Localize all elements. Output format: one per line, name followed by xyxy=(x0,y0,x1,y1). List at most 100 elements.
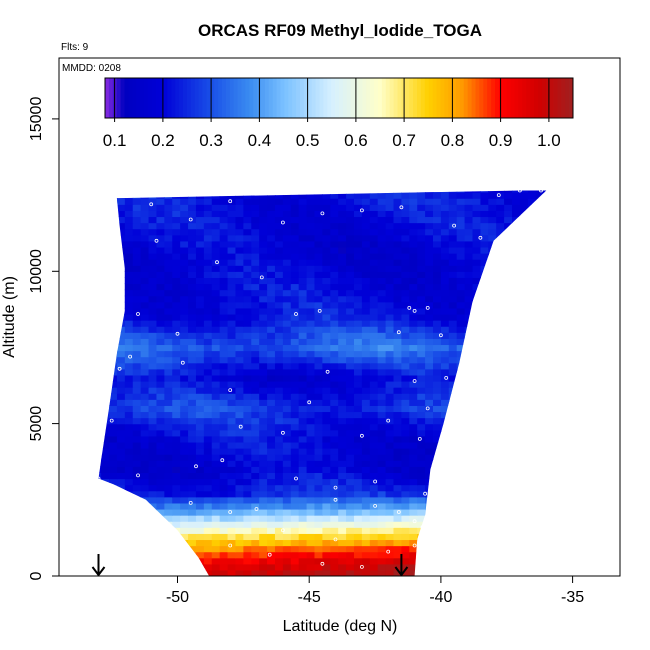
heatmap-cell xyxy=(267,411,276,419)
heatmap-cell xyxy=(219,283,229,291)
heatmap-cell xyxy=(124,380,134,388)
heatmap-cell xyxy=(543,253,547,260)
heatmap-cell xyxy=(101,441,110,449)
heatmap-cell xyxy=(314,271,323,278)
heatmap-cell xyxy=(543,423,547,431)
heatmap-cell xyxy=(377,490,387,498)
heatmap-cell xyxy=(330,313,339,321)
heatmap-cell xyxy=(282,283,292,291)
heatmap-cell xyxy=(156,435,165,443)
heatmap-cell xyxy=(314,399,323,406)
heatmap-cell xyxy=(330,557,339,565)
heatmap-cell xyxy=(527,454,537,461)
heatmap-cell xyxy=(124,387,134,394)
heatmap-cell xyxy=(219,356,229,364)
heatmap-cell xyxy=(306,344,316,352)
heatmap-cell xyxy=(98,204,102,211)
heatmap-cell xyxy=(314,222,323,230)
heatmap-cell xyxy=(227,234,237,242)
heatmap-cell xyxy=(322,198,331,205)
heatmap-cell xyxy=(393,387,402,394)
heatmap-cell xyxy=(504,190,513,193)
heatmap-cell xyxy=(519,490,529,498)
heatmap-cell xyxy=(306,283,316,291)
heatmap-cell xyxy=(504,204,513,211)
heatmap-cell xyxy=(488,271,497,278)
heatmap-cell xyxy=(353,557,363,565)
heatmap-cell xyxy=(180,320,189,327)
heatmap-cell xyxy=(543,234,547,242)
heatmap-cell xyxy=(535,289,545,297)
heatmap-cell xyxy=(156,332,165,339)
heatmap-cell xyxy=(369,508,379,516)
heatmap-cell xyxy=(552,527,561,534)
heatmap-cell xyxy=(472,527,482,534)
heatmap-cell xyxy=(140,234,150,242)
heatmap-cell xyxy=(188,563,197,571)
heatmap-cell xyxy=(338,283,347,291)
heatmap-cell xyxy=(440,289,450,297)
heatmap-cell xyxy=(456,228,466,236)
heatmap-cell xyxy=(219,454,229,461)
heatmap-cell xyxy=(172,222,181,230)
heatmap-cell xyxy=(109,246,118,254)
heatmap-cell xyxy=(298,198,308,205)
colorbar-segment xyxy=(381,78,387,118)
colorbar-segment xyxy=(436,78,441,118)
heatmap-cell xyxy=(235,240,244,248)
heatmap-cell xyxy=(314,228,323,236)
heatmap-cell xyxy=(552,454,561,461)
heatmap-cell xyxy=(330,192,339,199)
heatmap-cell xyxy=(219,478,229,486)
heatmap-cell xyxy=(282,521,292,528)
heatmap-cell xyxy=(369,356,379,364)
heatmap-cell xyxy=(322,539,331,547)
heatmap-cell xyxy=(480,190,489,193)
heatmap-cell xyxy=(433,338,442,346)
heatmap-cell xyxy=(306,490,316,498)
heatmap-cell xyxy=(369,374,379,382)
heatmap-cell xyxy=(527,521,537,528)
heatmap-cell xyxy=(488,441,497,449)
heatmap-cell xyxy=(496,472,505,480)
heatmap-cell xyxy=(464,545,474,553)
heatmap-cell xyxy=(409,393,418,400)
heatmap-cell xyxy=(98,472,102,480)
heatmap-cell xyxy=(353,417,363,425)
heatmap-cell xyxy=(464,435,474,443)
heatmap-cell xyxy=(417,460,426,467)
heatmap-cell xyxy=(409,417,418,425)
heatmap-cell xyxy=(409,441,418,449)
heatmap-cell xyxy=(267,441,276,449)
heatmap-cell xyxy=(140,338,150,346)
heatmap-cell xyxy=(98,545,102,553)
heatmap-cell xyxy=(211,423,221,431)
heatmap-cell xyxy=(480,350,489,358)
heatmap-cell xyxy=(243,380,252,388)
heatmap-cell xyxy=(322,435,331,443)
heatmap-cell xyxy=(448,307,458,315)
heatmap-cell xyxy=(243,190,252,193)
heatmap-cell xyxy=(243,508,252,516)
colorbar-segment xyxy=(183,78,188,118)
heatmap-cell xyxy=(227,289,237,297)
heatmap-cell xyxy=(298,190,308,193)
heatmap-cell xyxy=(361,216,371,224)
heatmap-cell xyxy=(353,472,363,480)
heatmap-cell xyxy=(488,411,497,419)
heatmap-cell xyxy=(433,350,442,358)
heatmap-cell xyxy=(330,326,339,333)
heatmap-cell xyxy=(282,320,292,327)
heatmap-cell xyxy=(361,313,371,321)
heatmap-cell xyxy=(393,338,402,346)
heatmap-cell xyxy=(148,405,158,413)
heatmap-cell xyxy=(188,460,197,467)
heatmap-cell xyxy=(346,271,355,278)
heatmap-cell xyxy=(156,539,165,547)
heatmap-cell xyxy=(433,222,442,230)
heatmap-cell xyxy=(251,521,260,528)
heatmap-cell xyxy=(314,508,323,516)
heatmap-cell xyxy=(377,362,387,370)
heatmap-cell xyxy=(98,460,102,467)
heatmap-cell xyxy=(377,350,387,358)
